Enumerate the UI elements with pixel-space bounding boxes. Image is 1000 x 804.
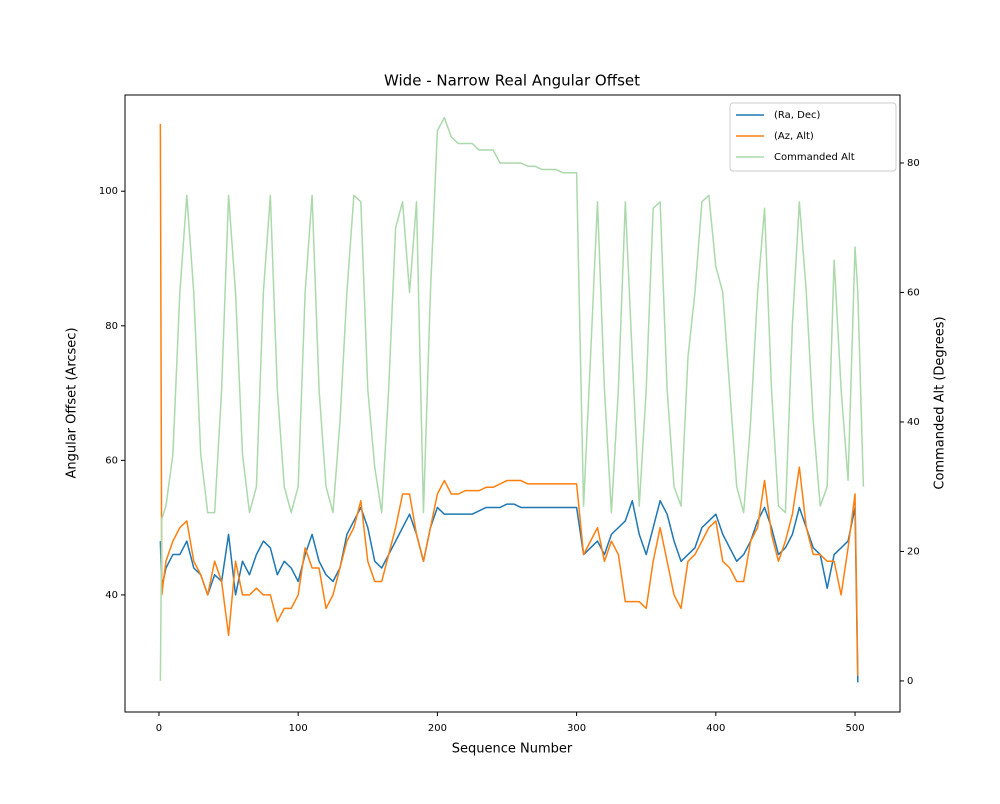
y2-tick-label: 0 (907, 676, 913, 687)
y2-tick-label: 40 (907, 417, 920, 428)
series-line (159, 499, 859, 683)
y-axis-label: Angular Offset (Arcsec) (65, 327, 80, 478)
x-axis-label: Sequence Number (452, 742, 573, 757)
legend-label: Commanded Alt (774, 152, 855, 163)
series-line (159, 116, 865, 681)
series-line (159, 123, 859, 676)
y-tick-label: 80 (105, 321, 118, 332)
y2-tick-label: 20 (907, 546, 920, 557)
x-tick-label: 300 (567, 723, 586, 734)
y2-tick-label: 80 (907, 158, 920, 169)
chart-title: Wide - Narrow Real Angular Offset (384, 72, 640, 90)
x-tick-label: 400 (706, 723, 725, 734)
legend-label: (Ra, Dec) (774, 110, 820, 121)
x-tick-label: 200 (428, 723, 447, 734)
x-tick-label: 0 (156, 723, 162, 734)
legend-box (729, 102, 897, 172)
y-tick-label: 40 (105, 590, 118, 601)
x-tick-label: 500 (845, 723, 864, 734)
y-tick-label: 100 (99, 186, 118, 197)
legend-label: (Az, Alt) (774, 131, 814, 142)
y-tick-label: 60 (105, 455, 118, 466)
y2-tick-label: 60 (907, 287, 920, 298)
x-tick-label: 100 (289, 723, 308, 734)
y2-axis-label: Commanded Alt (Degrees) (933, 316, 948, 489)
plot-frame (124, 94, 901, 713)
